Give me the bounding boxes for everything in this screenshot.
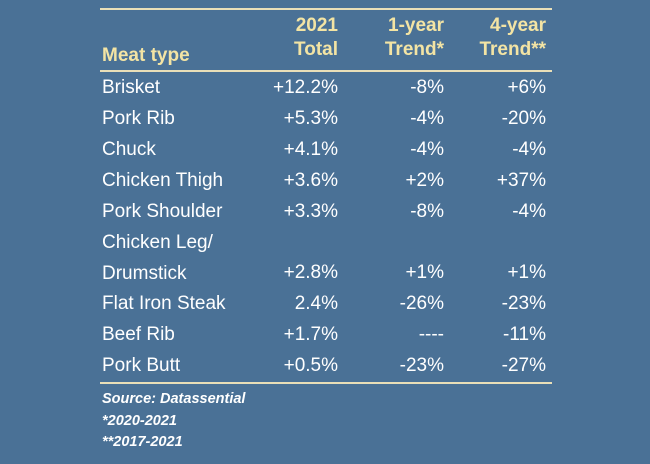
header-1-year-trend-line2: Trend* — [384, 39, 444, 60]
footnote-1-year: *2020-2021 — [102, 412, 177, 429]
table-row: Beef Rib +1.7% ---- -11% — [100, 319, 552, 350]
cell-4-year-trend: +37% — [496, 170, 546, 191]
header-2021-total: 2021 Total — [260, 14, 338, 68]
cell-meat-type-line2: Drumstick — [102, 263, 187, 284]
cell-2021-total: +4.1% — [283, 139, 338, 160]
table-row: Pork Shoulder +3.3% -8% -4% — [100, 196, 552, 227]
table-row: Chicken Leg/ Drumstick +2.8% +1% +1% — [100, 227, 552, 288]
table-header: Meat type 2021 Total 1-year Trend* 4-yea… — [100, 14, 552, 68]
header-meat-type: Meat type — [102, 14, 262, 68]
header-2021-total-line1: 2021 — [295, 15, 338, 36]
table-row: Pork Butt +0.5% -23% -27% — [100, 350, 552, 381]
cell-2021-total: +3.3% — [283, 201, 338, 222]
cell-4-year-trend: -27% — [501, 355, 546, 376]
header-rule — [100, 70, 552, 72]
table-row: Pork Rib +5.3% -4% -20% — [100, 103, 552, 134]
table-row: Chicken Thigh +3.6% +2% +37% — [100, 165, 552, 196]
cell-2021-total: +5.3% — [283, 108, 338, 129]
cell-meat-type: Chuck — [102, 139, 156, 160]
table-body: Brisket +12.2% -8% +6% Pork Rib +5.3% -4… — [100, 72, 552, 381]
table-row: Brisket +12.2% -8% +6% — [100, 72, 552, 103]
cell-meat-type: Chicken Leg/ Drumstick — [102, 227, 262, 289]
cell-1-year-trend: ---- — [418, 324, 444, 345]
table-row: Chuck +4.1% -4% -4% — [100, 134, 552, 165]
cell-meat-type: Pork Shoulder — [102, 201, 223, 222]
cell-meat-type: Pork Rib — [102, 108, 175, 129]
header-1-year-trend-line1: 1-year — [388, 15, 444, 36]
cell-2021-total: +2.8% — [283, 262, 338, 283]
header-4-year-trend-line1: 4-year — [490, 15, 546, 36]
bottom-rule — [100, 382, 552, 384]
cell-meat-type: Beef Rib — [102, 324, 175, 345]
cell-2021-total: +12.2% — [273, 77, 338, 98]
cell-1-year-trend: -4% — [410, 108, 444, 129]
cell-4-year-trend: -20% — [501, 108, 546, 129]
cell-2021-total: 2.4% — [294, 293, 338, 314]
header-4-year-trend-line2: Trend** — [479, 39, 546, 60]
cell-meat-type: Pork Butt — [102, 355, 181, 376]
header-4-year-trend: 4-year Trend** — [444, 14, 546, 68]
cell-meat-type: Chicken Thigh — [102, 170, 224, 191]
cell-2021-total: +1.7% — [283, 324, 338, 345]
cell-2021-total: +0.5% — [283, 355, 338, 376]
header-1-year-trend: 1-year Trend* — [348, 14, 444, 68]
cell-meat-type-line1: Chicken Leg/ — [102, 232, 213, 253]
cell-4-year-trend: -11% — [503, 324, 546, 345]
table-notes: Source: Datassential *2020-2021 **2017-2… — [102, 389, 245, 454]
header-meat-type-label: Meat type — [102, 45, 190, 66]
header-2021-total-line2: Total — [294, 39, 338, 60]
cell-1-year-trend: -23% — [399, 355, 444, 376]
cell-1-year-trend: -26% — [399, 293, 444, 314]
cell-2021-total: +3.6% — [283, 170, 338, 191]
cell-4-year-trend: +6% — [507, 77, 546, 98]
cell-meat-type: Flat Iron Steak — [102, 293, 226, 314]
cell-1-year-trend: +1% — [405, 262, 444, 283]
meat-trends-table: Meat type 2021 Total 1-year Trend* 4-yea… — [100, 0, 552, 464]
cell-4-year-trend: -4% — [512, 201, 546, 222]
cell-meat-type: Brisket — [102, 77, 161, 98]
footnote-4-year: **2017-2021 — [102, 434, 183, 450]
cell-1-year-trend: -8% — [410, 77, 444, 98]
cell-1-year-trend: +2% — [405, 170, 444, 191]
cell-1-year-trend: -8% — [410, 201, 444, 222]
cell-4-year-trend: -4% — [512, 139, 546, 160]
cell-4-year-trend: -23% — [501, 293, 546, 314]
cell-4-year-trend: +1% — [507, 262, 546, 283]
source-note: Source: Datassential — [102, 391, 246, 407]
top-rule — [100, 8, 552, 10]
cell-1-year-trend: -4% — [410, 139, 444, 160]
table-row: Flat Iron Steak 2.4% -26% -23% — [100, 288, 552, 319]
